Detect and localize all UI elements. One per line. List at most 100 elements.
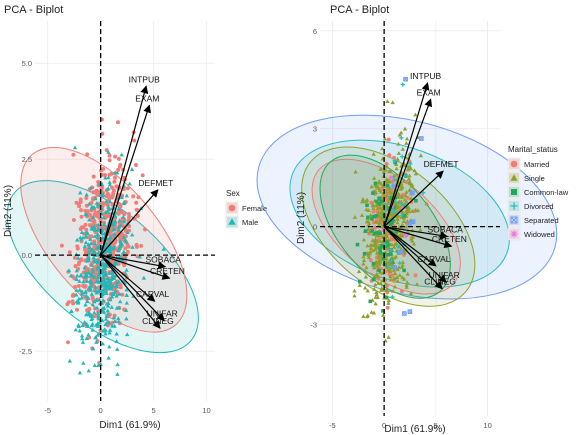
point-male <box>81 279 86 284</box>
point-single <box>357 283 362 287</box>
point-female <box>70 299 75 304</box>
point-male <box>100 287 106 292</box>
point-single <box>405 271 410 276</box>
point-female <box>89 201 94 205</box>
point-single <box>372 175 377 180</box>
point-single <box>418 227 423 232</box>
point-common-law <box>390 260 394 264</box>
point-married <box>399 289 404 294</box>
point-male <box>141 275 147 280</box>
y-tick-label: 0.0 <box>22 251 32 260</box>
point-single <box>384 231 389 236</box>
point-single <box>359 199 365 204</box>
point-male <box>82 265 87 270</box>
point-single <box>398 232 403 237</box>
point-single <box>397 132 402 137</box>
point-male <box>75 273 80 278</box>
point-female <box>127 215 131 220</box>
y-tick-label: 0 <box>313 223 317 232</box>
point-male <box>106 355 111 360</box>
point-single <box>373 190 379 195</box>
point-single <box>400 194 405 199</box>
point-single <box>366 255 372 260</box>
point-female <box>116 211 121 216</box>
point-separated <box>398 249 404 255</box>
variable-arrow-sobaca <box>100 254 167 270</box>
point-single <box>397 273 402 277</box>
x-tick-label: 5 <box>434 421 438 430</box>
point-single <box>369 310 374 314</box>
point-single <box>412 168 417 173</box>
point-male <box>72 145 78 150</box>
point-male <box>123 255 128 260</box>
point-single <box>360 196 366 201</box>
point-single <box>372 265 377 270</box>
point-single <box>396 265 402 270</box>
point-male <box>95 324 101 328</box>
point-male <box>90 247 95 252</box>
point-single <box>384 164 390 169</box>
point-common-law <box>385 184 390 188</box>
point-male <box>114 280 119 285</box>
variable-arrow-intpub <box>383 82 430 227</box>
point-female <box>122 263 127 268</box>
point-female <box>92 220 97 224</box>
point-female <box>90 295 95 300</box>
point-common-law <box>378 231 382 236</box>
point-male <box>85 299 90 304</box>
point-single <box>392 284 398 289</box>
point-divorced <box>408 161 413 167</box>
point-male <box>103 331 108 336</box>
point-female <box>104 213 109 218</box>
point-single <box>361 314 366 319</box>
point-single <box>361 261 366 266</box>
point-single <box>413 112 418 117</box>
point-male <box>95 246 100 251</box>
variable-label-intpub: INTPUB <box>410 71 442 81</box>
point-male <box>93 228 98 232</box>
point-single <box>398 186 403 191</box>
point-single <box>369 243 374 248</box>
point-single <box>404 224 409 229</box>
point-male <box>107 271 112 275</box>
point-female <box>111 191 116 196</box>
point-male <box>113 288 118 293</box>
point-male <box>107 244 113 249</box>
legend-square-icon <box>511 189 517 195</box>
point-male <box>79 230 85 235</box>
point-male <box>114 293 119 298</box>
variable-arrow-carval <box>383 226 437 267</box>
point-female <box>73 264 78 269</box>
point-female <box>117 164 122 169</box>
point-male <box>130 244 135 249</box>
point-common-law <box>377 201 381 206</box>
point-single <box>408 291 414 296</box>
point-male <box>89 206 95 211</box>
point-female <box>71 218 76 222</box>
point-separated <box>418 136 424 141</box>
variable-arrow-unifar <box>383 226 447 283</box>
point-separated <box>403 76 408 82</box>
point-single <box>382 136 388 141</box>
y-axis-label: Dim2 (11%) <box>296 192 307 244</box>
variable-label-exam: EXAM <box>417 87 441 97</box>
point-male <box>92 274 97 279</box>
point-female <box>85 209 90 214</box>
point-male <box>90 269 95 274</box>
point-single <box>380 271 385 275</box>
point-single <box>404 284 409 289</box>
legend-label-common-law: Common-law <box>524 188 569 197</box>
point-single <box>380 146 385 151</box>
x-tick-label: -5 <box>44 406 51 415</box>
x-tick-label: -5 <box>329 421 336 430</box>
point-common-law <box>379 244 384 248</box>
point-common-law <box>378 247 382 252</box>
point-male <box>107 286 113 291</box>
point-male <box>119 152 124 157</box>
point-male <box>98 209 104 214</box>
legend-title: Marital_status <box>508 145 558 154</box>
point-single <box>405 280 410 285</box>
point-divorced <box>397 260 402 266</box>
point-male <box>94 200 100 205</box>
point-male <box>103 270 108 275</box>
